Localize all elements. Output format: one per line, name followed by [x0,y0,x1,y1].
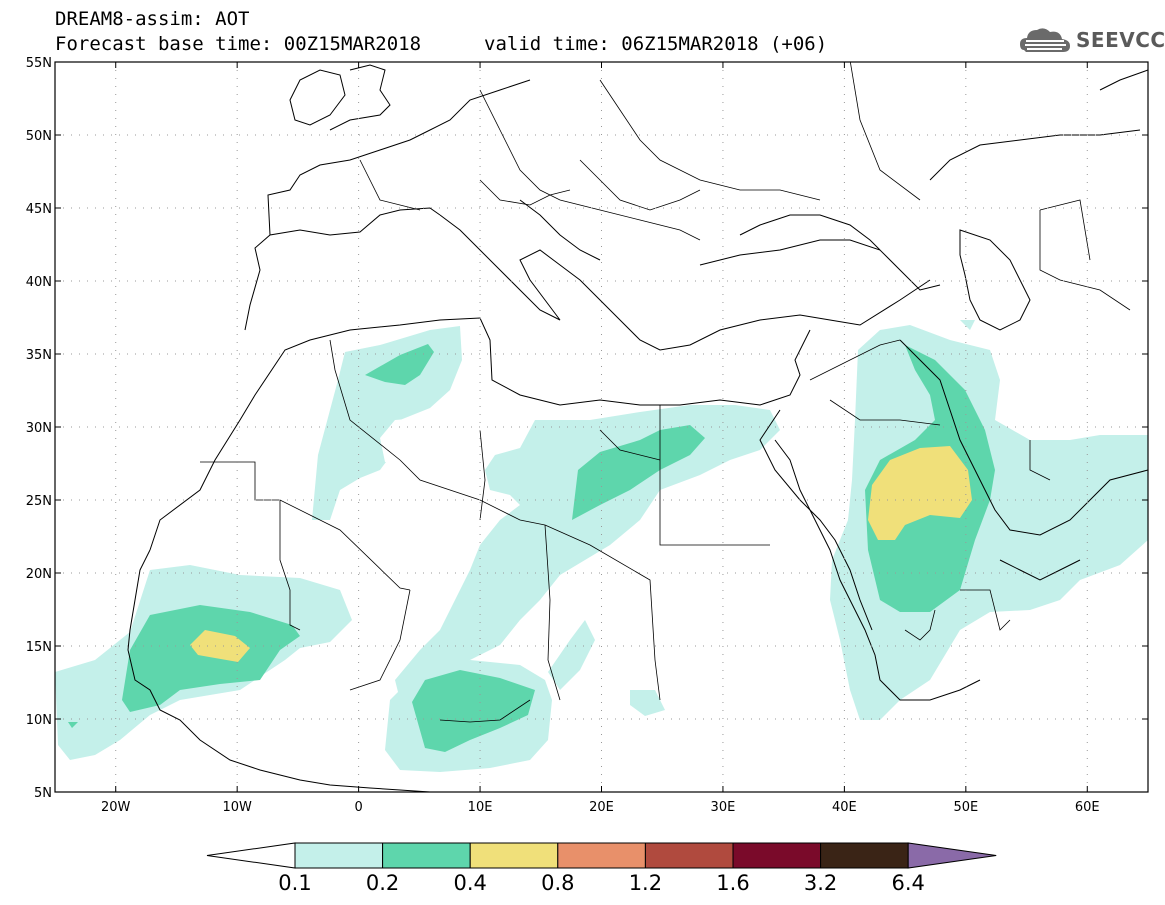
lat-label: 40N [26,275,52,290]
colorbar-box [644,842,734,869]
lat-label: 35N [26,348,52,363]
colorbar-box [557,842,646,869]
lat-label: 20N [26,567,52,582]
lon-label: 20W [101,800,131,815]
lat-label: 25N [26,494,52,509]
colorbar-threshold-label: 0.1 [278,871,312,895]
cloud-logo-icon [1020,28,1070,52]
lon-label: 40E [832,800,857,815]
colorbar-boxes [206,842,997,869]
lon-label: 20E [589,800,614,815]
lat-label: 50N [26,129,52,144]
forecast-base-time: Forecast base time: 00Z15MAR2018 [55,33,422,55]
lat-label: 15N [26,640,52,655]
map-title: DREAM8-assim: AOT [55,8,250,30]
lon-label: 60E [1075,800,1100,815]
lon-label: 0 [354,800,362,815]
colorbar-threshold-label: 1.2 [628,871,663,895]
aot-field [55,320,1148,772]
colorbar-box [382,842,471,869]
aot-contour-0.2 [68,344,995,752]
colorbar-threshold-label: 1.6 [716,871,750,895]
lat-labels: 55N 50N 45N 40N 35N 30N 25N 20N 15N 10N 5N [26,56,52,801]
colorbar-threshold-label: 0.2 [365,871,400,895]
colorbar-lower-arrow [206,842,296,869]
coastlines [127,64,1148,792]
lat-label: 45N [26,202,52,217]
lat-label: 5N [34,786,52,801]
gridlines [55,62,1148,792]
colorbar-box [294,842,384,869]
colorbar-threshold-label: 0.8 [541,871,575,895]
lon-labels: 20W 10W 0 10E 20E 30E 40E 50E 60E [101,800,1100,815]
aot-contour-0.4 [190,446,972,662]
lat-label: 30N [26,421,52,436]
colorbar-threshold-label: 6.4 [891,871,925,895]
colorbar-threshold-label: 3.2 [803,871,838,895]
lon-label: 30E [711,800,736,815]
borders [200,62,1131,723]
axis-ticks [55,61,1148,793]
colorbar-threshold-label: 0.4 [453,871,487,895]
lat-label: 55N [26,56,52,71]
lon-label: 50E [953,800,978,815]
colorbar-box [820,842,909,869]
valid-time: valid time: 06Z15MAR2018 (+06) [484,33,828,55]
lat-label: 10N [26,713,52,728]
colorbar-box [469,842,559,869]
lon-label: 10W [222,800,252,815]
colorbar-upper-arrow [907,842,997,869]
logo-text: SEEVCCC [1076,28,1165,52]
colorbar-box [732,842,822,869]
seevccc-logo: SEEVCCC [1018,22,1165,58]
lon-label: 10E [468,800,493,815]
